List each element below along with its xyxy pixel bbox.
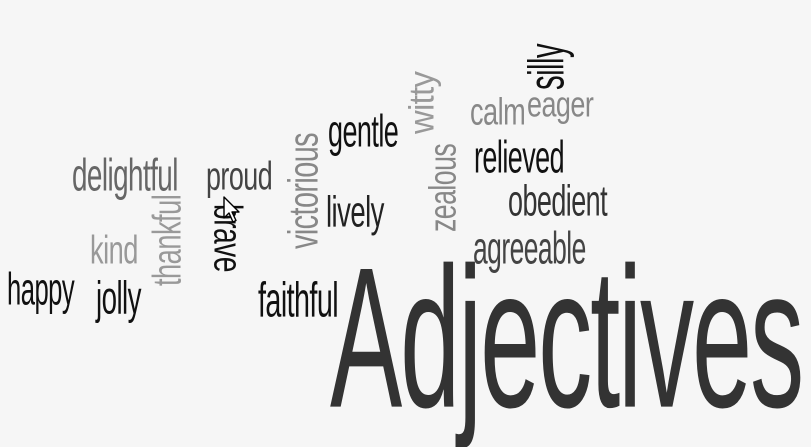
word-lively: lively xyxy=(326,186,384,236)
word-relieved: relieved xyxy=(474,131,565,182)
word-thankful: thankful xyxy=(144,194,189,286)
mouse-pointer-icon xyxy=(223,196,240,223)
word-zealous: zealous xyxy=(422,143,464,232)
word-calm: calm xyxy=(470,91,526,133)
word-gentle: gentle xyxy=(328,105,399,156)
word-victorious: victorious xyxy=(280,132,327,249)
word-jolly: jolly xyxy=(96,273,141,324)
word-happy: happy xyxy=(7,263,75,314)
word-agreeable: agreeable xyxy=(473,222,586,273)
word-faithful: faithful xyxy=(258,272,339,327)
word-eager: eager xyxy=(527,85,594,125)
word-obedient: obedient xyxy=(508,175,608,225)
word-proud: proud xyxy=(206,153,273,198)
word-delightful: delightful xyxy=(72,149,178,200)
word-witty: witty xyxy=(402,71,441,134)
word-silly: silly xyxy=(519,43,575,90)
word-kind: kind xyxy=(90,227,138,272)
word-adjectives: Adjectives xyxy=(330,225,804,447)
